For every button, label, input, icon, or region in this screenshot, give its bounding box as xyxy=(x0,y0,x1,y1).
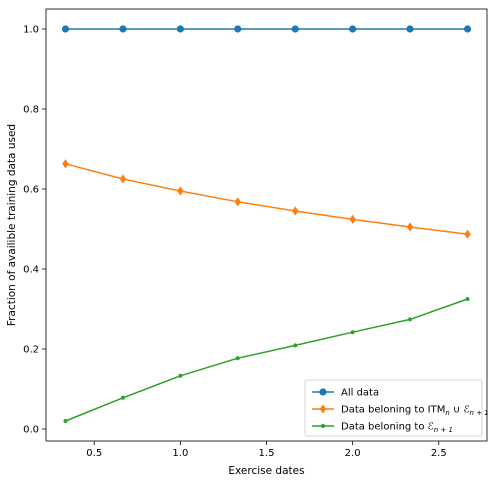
data-point xyxy=(234,25,242,33)
axes-frame xyxy=(45,8,488,442)
x-tick-label: 2.5 xyxy=(431,448,447,459)
x-tick-label: 0.5 xyxy=(86,448,102,459)
legend-label: Data beloning to ITMn ∪ ℰn + 1 xyxy=(341,405,489,418)
data-point xyxy=(119,25,127,33)
data-point xyxy=(464,229,471,239)
legend-marker xyxy=(319,404,327,414)
y-tick-label: 0.6 xyxy=(23,185,39,196)
y-tick-label: 0.4 xyxy=(23,265,39,276)
x-tick-label: 1.5 xyxy=(259,448,275,459)
data-point xyxy=(235,356,240,361)
plot-area xyxy=(61,25,472,423)
legend-marker xyxy=(319,388,327,396)
y-tick-label: 0.8 xyxy=(23,105,39,116)
data-point xyxy=(177,186,184,196)
series-3 xyxy=(63,297,470,423)
data-point xyxy=(406,25,414,33)
data-point xyxy=(121,395,126,400)
data-point xyxy=(349,214,356,224)
data-point xyxy=(406,222,414,232)
legend-label: All data xyxy=(341,388,379,399)
series-line xyxy=(65,298,468,422)
data-point xyxy=(349,25,357,33)
x-axis-label: Exercise dates xyxy=(228,465,304,477)
data-point xyxy=(463,25,472,33)
data-point xyxy=(178,373,183,378)
series-2 xyxy=(62,159,471,239)
legend-marker xyxy=(321,424,325,428)
legend: All data Data beloning to ITMn ∪ ℰn + 1 Da… xyxy=(304,379,489,437)
data-point xyxy=(350,330,355,335)
data-point xyxy=(292,206,299,216)
series-line xyxy=(65,163,468,235)
legend-box xyxy=(304,379,483,437)
data-point xyxy=(63,419,68,423)
data-point xyxy=(234,197,241,207)
data-point xyxy=(407,317,412,322)
data-point xyxy=(293,343,298,348)
data-point xyxy=(62,159,69,169)
data-point xyxy=(61,25,70,33)
legend-item: All data xyxy=(312,388,379,399)
data-point xyxy=(291,25,299,33)
data-point xyxy=(176,25,184,33)
y-axis-label: Fraction of availible training data used xyxy=(6,124,18,326)
legend-label: Data beloning to ℰn + 1 xyxy=(341,422,453,435)
legend-item: Data beloning to ℰn + 1 xyxy=(312,422,453,435)
series-1 xyxy=(61,25,472,33)
y-axis: 0.0 0.2 0.4 0.6 0.8 1.0 xyxy=(23,25,46,436)
y-tick-label: 0.2 xyxy=(23,345,39,356)
x-tick-label: 1.0 xyxy=(172,448,188,459)
x-axis: 0.5 1.0 1.5 2.0 2.5 xyxy=(86,441,447,459)
y-tick-label: 1.0 xyxy=(23,25,39,36)
data-point xyxy=(119,174,127,184)
y-tick-label: 0.0 xyxy=(23,425,39,436)
data-point xyxy=(465,297,470,301)
x-tick-label: 2.0 xyxy=(345,448,361,459)
legend-item: Data beloning to ITMn ∪ ℰn + 1 xyxy=(312,404,489,417)
